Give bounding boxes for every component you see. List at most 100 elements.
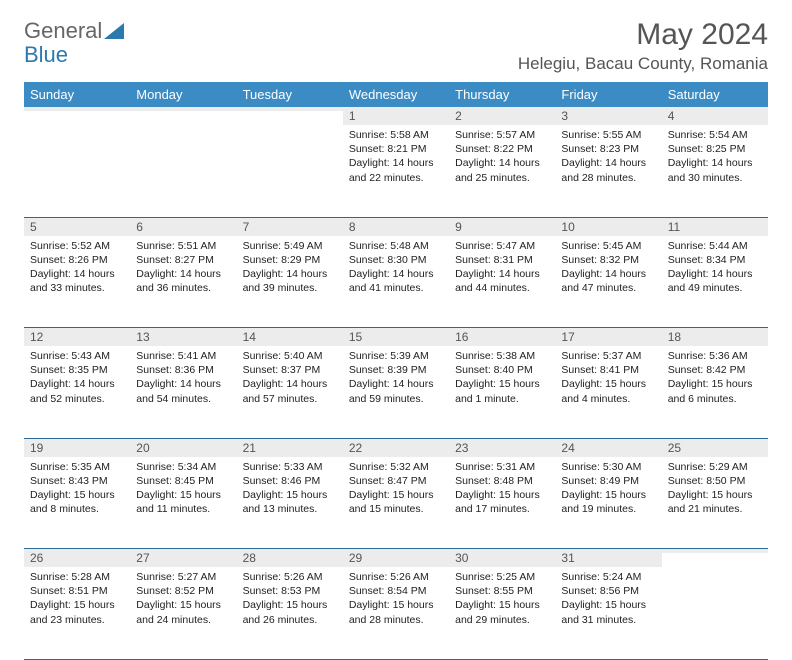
day-details: Sunrise: 5:54 AMSunset: 8:25 PMDaylight:… (662, 125, 768, 191)
day-number: 8 (343, 218, 449, 236)
day-cell: Sunrise: 5:35 AMSunset: 8:43 PMDaylight:… (24, 457, 130, 549)
sunrise-text: Sunrise: 5:39 AM (349, 349, 443, 363)
day-cell: Sunrise: 5:40 AMSunset: 8:37 PMDaylight:… (237, 346, 343, 438)
day-details: Sunrise: 5:38 AMSunset: 8:40 PMDaylight:… (449, 346, 555, 412)
day-details: Sunrise: 5:49 AMSunset: 8:29 PMDaylight:… (237, 236, 343, 302)
week-number-row: 1234 (24, 107, 768, 125)
day-cell: Sunrise: 5:25 AMSunset: 8:55 PMDaylight:… (449, 567, 555, 659)
daylight-text: Daylight: 14 hours and 44 minutes. (455, 267, 549, 295)
day-details: Sunrise: 5:25 AMSunset: 8:55 PMDaylight:… (449, 567, 555, 633)
day-cell: Sunrise: 5:24 AMSunset: 8:56 PMDaylight:… (555, 567, 661, 659)
sunrise-text: Sunrise: 5:37 AM (561, 349, 655, 363)
day-details (24, 125, 130, 134)
sunset-text: Sunset: 8:23 PM (561, 142, 655, 156)
sunrise-text: Sunrise: 5:32 AM (349, 460, 443, 474)
day-number: 2 (449, 107, 555, 125)
day-number (130, 107, 236, 111)
day-number: 12 (24, 328, 130, 346)
day-details: Sunrise: 5:58 AMSunset: 8:21 PMDaylight:… (343, 125, 449, 191)
day-cell: Sunrise: 5:54 AMSunset: 8:25 PMDaylight:… (662, 125, 768, 217)
day-details: Sunrise: 5:47 AMSunset: 8:31 PMDaylight:… (449, 236, 555, 302)
day-header-row: Sunday Monday Tuesday Wednesday Thursday… (24, 82, 768, 107)
day-number-cell: 1 (343, 107, 449, 125)
sunrise-text: Sunrise: 5:30 AM (561, 460, 655, 474)
day-number: 23 (449, 439, 555, 457)
day-number-cell: 24 (555, 438, 661, 457)
day-cell: Sunrise: 5:26 AMSunset: 8:54 PMDaylight:… (343, 567, 449, 659)
day-details: Sunrise: 5:35 AMSunset: 8:43 PMDaylight:… (24, 457, 130, 523)
sunset-text: Sunset: 8:31 PM (455, 253, 549, 267)
day-number-cell: 11 (662, 217, 768, 236)
daylight-text: Daylight: 15 hours and 13 minutes. (243, 488, 337, 516)
daylight-text: Daylight: 14 hours and 25 minutes. (455, 156, 549, 184)
week-number-row: 567891011 (24, 217, 768, 236)
day-details: Sunrise: 5:57 AMSunset: 8:22 PMDaylight:… (449, 125, 555, 191)
day-header: Saturday (662, 82, 768, 107)
daylight-text: Daylight: 14 hours and 59 minutes. (349, 377, 443, 405)
sunset-text: Sunset: 8:40 PM (455, 363, 549, 377)
sunrise-text: Sunrise: 5:25 AM (455, 570, 549, 584)
logo-triangle-icon (104, 23, 124, 39)
day-number-cell: 5 (24, 217, 130, 236)
sunrise-text: Sunrise: 5:33 AM (243, 460, 337, 474)
day-details: Sunrise: 5:36 AMSunset: 8:42 PMDaylight:… (662, 346, 768, 412)
day-details: Sunrise: 5:29 AMSunset: 8:50 PMDaylight:… (662, 457, 768, 523)
sunset-text: Sunset: 8:50 PM (668, 474, 762, 488)
week-body-row: Sunrise: 5:58 AMSunset: 8:21 PMDaylight:… (24, 125, 768, 217)
sunset-text: Sunset: 8:41 PM (561, 363, 655, 377)
day-cell: Sunrise: 5:49 AMSunset: 8:29 PMDaylight:… (237, 236, 343, 328)
daylight-text: Daylight: 14 hours and 30 minutes. (668, 156, 762, 184)
daylight-text: Daylight: 15 hours and 31 minutes. (561, 598, 655, 626)
sunrise-text: Sunrise: 5:44 AM (668, 239, 762, 253)
sunrise-text: Sunrise: 5:43 AM (30, 349, 124, 363)
day-details: Sunrise: 5:40 AMSunset: 8:37 PMDaylight:… (237, 346, 343, 412)
day-number-cell: 4 (662, 107, 768, 125)
sunrise-text: Sunrise: 5:52 AM (30, 239, 124, 253)
sunset-text: Sunset: 8:56 PM (561, 584, 655, 598)
sunrise-text: Sunrise: 5:51 AM (136, 239, 230, 253)
day-cell: Sunrise: 5:28 AMSunset: 8:51 PMDaylight:… (24, 567, 130, 659)
day-cell (24, 125, 130, 217)
day-number-cell (130, 107, 236, 125)
calendar-table: Sunday Monday Tuesday Wednesday Thursday… (24, 82, 768, 660)
sunset-text: Sunset: 8:29 PM (243, 253, 337, 267)
header: General May 2024 Helegiu, Bacau County, … (24, 18, 768, 74)
sunset-text: Sunset: 8:51 PM (30, 584, 124, 598)
title-block: May 2024 Helegiu, Bacau County, Romania (518, 18, 768, 74)
daylight-text: Daylight: 15 hours and 1 minute. (455, 377, 549, 405)
day-number-cell (24, 107, 130, 125)
sunrise-text: Sunrise: 5:40 AM (243, 349, 337, 363)
daylight-text: Daylight: 15 hours and 29 minutes. (455, 598, 549, 626)
day-details: Sunrise: 5:45 AMSunset: 8:32 PMDaylight:… (555, 236, 661, 302)
day-cell: Sunrise: 5:33 AMSunset: 8:46 PMDaylight:… (237, 457, 343, 549)
sunset-text: Sunset: 8:30 PM (349, 253, 443, 267)
sunset-text: Sunset: 8:27 PM (136, 253, 230, 267)
day-cell (130, 125, 236, 217)
sunset-text: Sunset: 8:52 PM (136, 584, 230, 598)
sunset-text: Sunset: 8:46 PM (243, 474, 337, 488)
sunrise-text: Sunrise: 5:26 AM (243, 570, 337, 584)
day-details: Sunrise: 5:33 AMSunset: 8:46 PMDaylight:… (237, 457, 343, 523)
day-number: 10 (555, 218, 661, 236)
daylight-text: Daylight: 14 hours and 54 minutes. (136, 377, 230, 405)
logo-text-2: Blue (24, 42, 68, 68)
day-cell: Sunrise: 5:51 AMSunset: 8:27 PMDaylight:… (130, 236, 236, 328)
day-number: 17 (555, 328, 661, 346)
day-number: 7 (237, 218, 343, 236)
week-number-row: 12131415161718 (24, 328, 768, 347)
daylight-text: Daylight: 14 hours and 57 minutes. (243, 377, 337, 405)
day-number (237, 107, 343, 111)
sunset-text: Sunset: 8:25 PM (668, 142, 762, 156)
day-number-cell: 19 (24, 438, 130, 457)
day-number: 3 (555, 107, 661, 125)
daylight-text: Daylight: 14 hours and 33 minutes. (30, 267, 124, 295)
daylight-text: Daylight: 15 hours and 26 minutes. (243, 598, 337, 626)
sunrise-text: Sunrise: 5:55 AM (561, 128, 655, 142)
day-cell: Sunrise: 5:36 AMSunset: 8:42 PMDaylight:… (662, 346, 768, 438)
week-body-row: Sunrise: 5:28 AMSunset: 8:51 PMDaylight:… (24, 567, 768, 659)
sunset-text: Sunset: 8:47 PM (349, 474, 443, 488)
day-number-cell: 21 (237, 438, 343, 457)
day-number-cell (237, 107, 343, 125)
sunrise-text: Sunrise: 5:34 AM (136, 460, 230, 474)
day-number: 24 (555, 439, 661, 457)
